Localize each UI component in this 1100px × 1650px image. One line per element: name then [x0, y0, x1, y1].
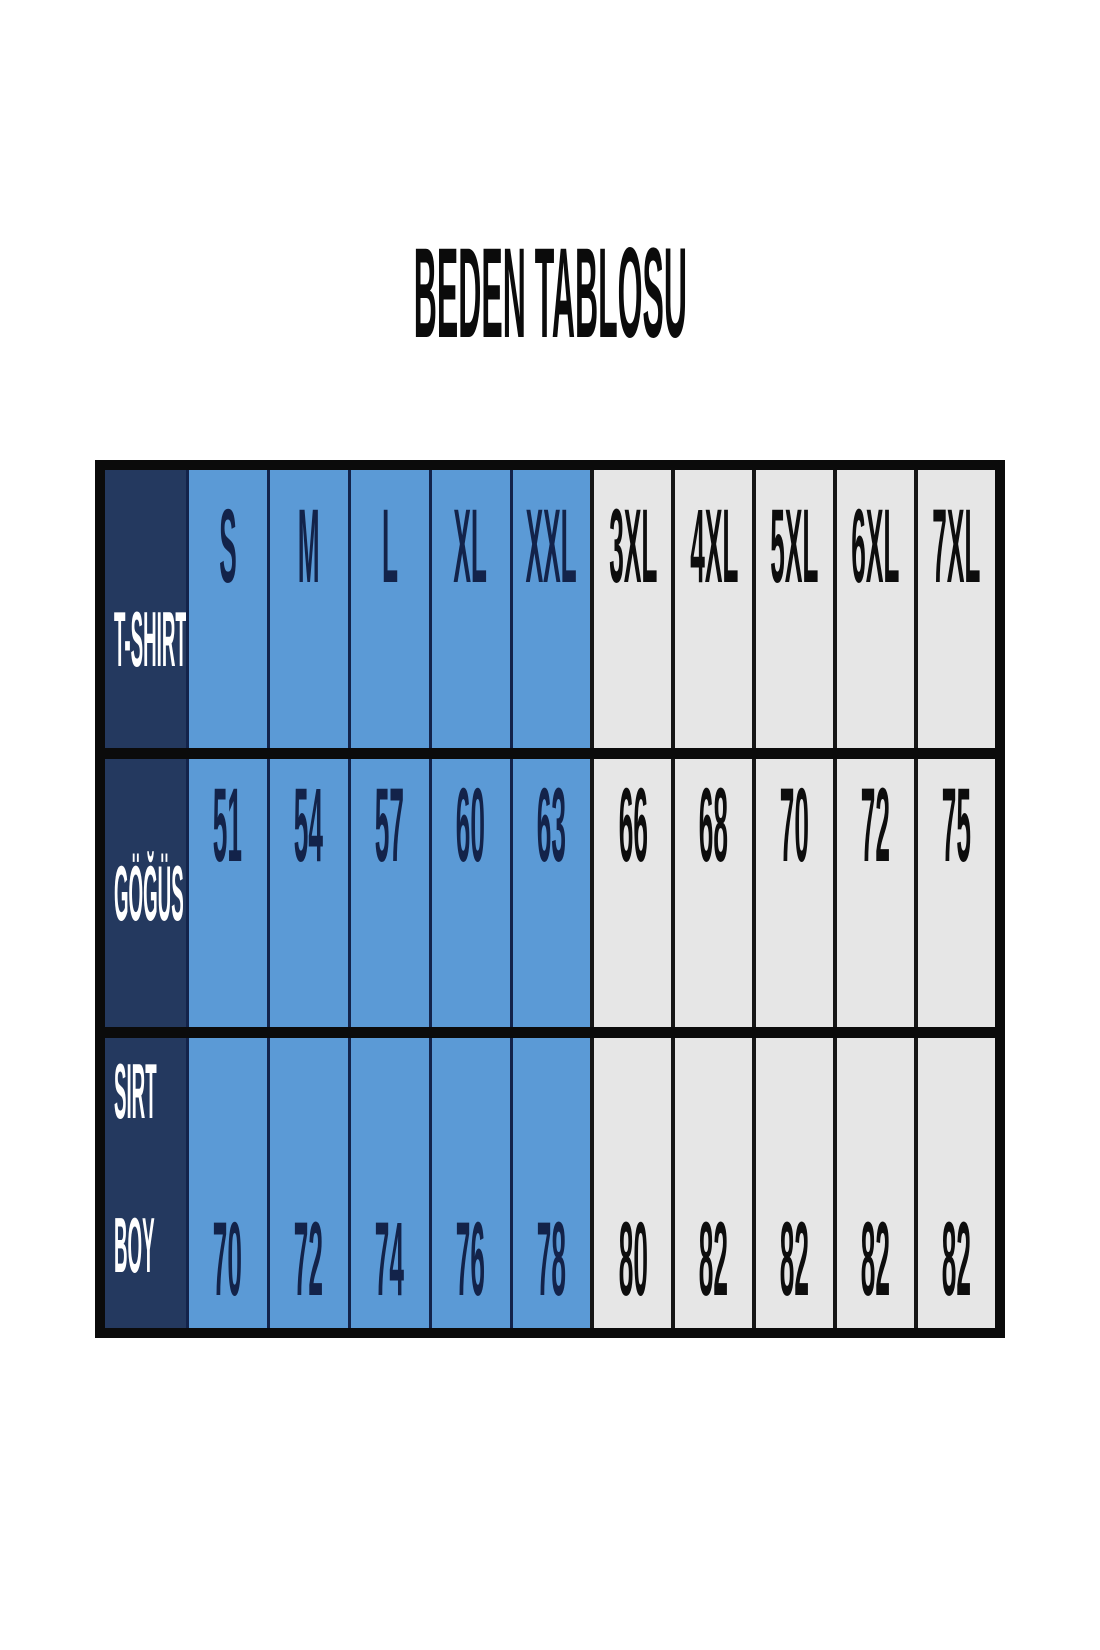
back-value-5xl: 82: [752, 1038, 834, 1328]
back-value-s: 70: [185, 1038, 267, 1328]
header-label-text: T-SHIRT: [114, 595, 186, 683]
size-header-7xl: 7XL: [914, 470, 995, 748]
back-value-xl: 76: [428, 1038, 510, 1328]
size-header-s: S: [185, 470, 267, 748]
size-header-xl: XL: [428, 470, 510, 748]
size-header-l: L: [347, 470, 429, 748]
back-value-l: 74: [347, 1038, 429, 1328]
back-value-6xl: 82: [833, 1038, 915, 1328]
chest-value-m: 54: [266, 759, 348, 1027]
chest-value-xl: 60: [428, 759, 510, 1027]
back-value-7xl: 82: [914, 1038, 995, 1328]
size-header-m: M: [266, 470, 348, 748]
chest-label-cell: GÖĞÜS: [105, 759, 186, 1027]
header-label-cell: T-SHIRT: [105, 470, 186, 748]
size-header-3xl: 3XL: [590, 470, 672, 748]
back-value-m: 72: [266, 1038, 348, 1328]
chest-value-4xl: 68: [671, 759, 753, 1027]
chest-value-xxl: 63: [509, 759, 591, 1027]
size-header-xxl: XXL: [509, 470, 591, 748]
size-header-5xl: 5XL: [752, 470, 834, 748]
chest-row: GÖĞÜS 51 54 57 60 63 66 68 70 72 75: [105, 748, 995, 1027]
back-value-4xl: 82: [671, 1038, 753, 1328]
table-header-row: T-SHIRT S M L XL XXL 3XL 4XL 5XL 6XL 7XL: [105, 470, 995, 748]
chest-value-s: 51: [185, 759, 267, 1027]
chest-value-l: 57: [347, 759, 429, 1027]
back-length-row: SIRT BOY 70 72 74 76 78 80 82 82 82 82: [105, 1027, 995, 1328]
size-header-6xl: 6XL: [833, 470, 915, 748]
chest-value-6xl: 72: [833, 759, 915, 1027]
size-header-4xl: 4XL: [671, 470, 753, 748]
chest-value-5xl: 70: [752, 759, 834, 1027]
back-length-label-cell: SIRT BOY: [105, 1038, 186, 1328]
chest-value-7xl: 75: [914, 759, 995, 1027]
page-title: BEDEN TABLOSU: [0, 230, 1100, 358]
chest-value-3xl: 66: [590, 759, 672, 1027]
size-table: T-SHIRT S M L XL XXL 3XL 4XL 5XL 6XL 7XL…: [95, 460, 1005, 1338]
back-length-label-line1: SIRT: [114, 1047, 157, 1135]
back-value-3xl: 80: [590, 1038, 672, 1328]
page-title-text: BEDEN TABLOSU: [413, 222, 687, 365]
back-value-xxl: 78: [509, 1038, 591, 1328]
chest-label-text: GÖĞÜS: [114, 849, 184, 937]
back-length-label-line2: BOY: [114, 1201, 155, 1289]
